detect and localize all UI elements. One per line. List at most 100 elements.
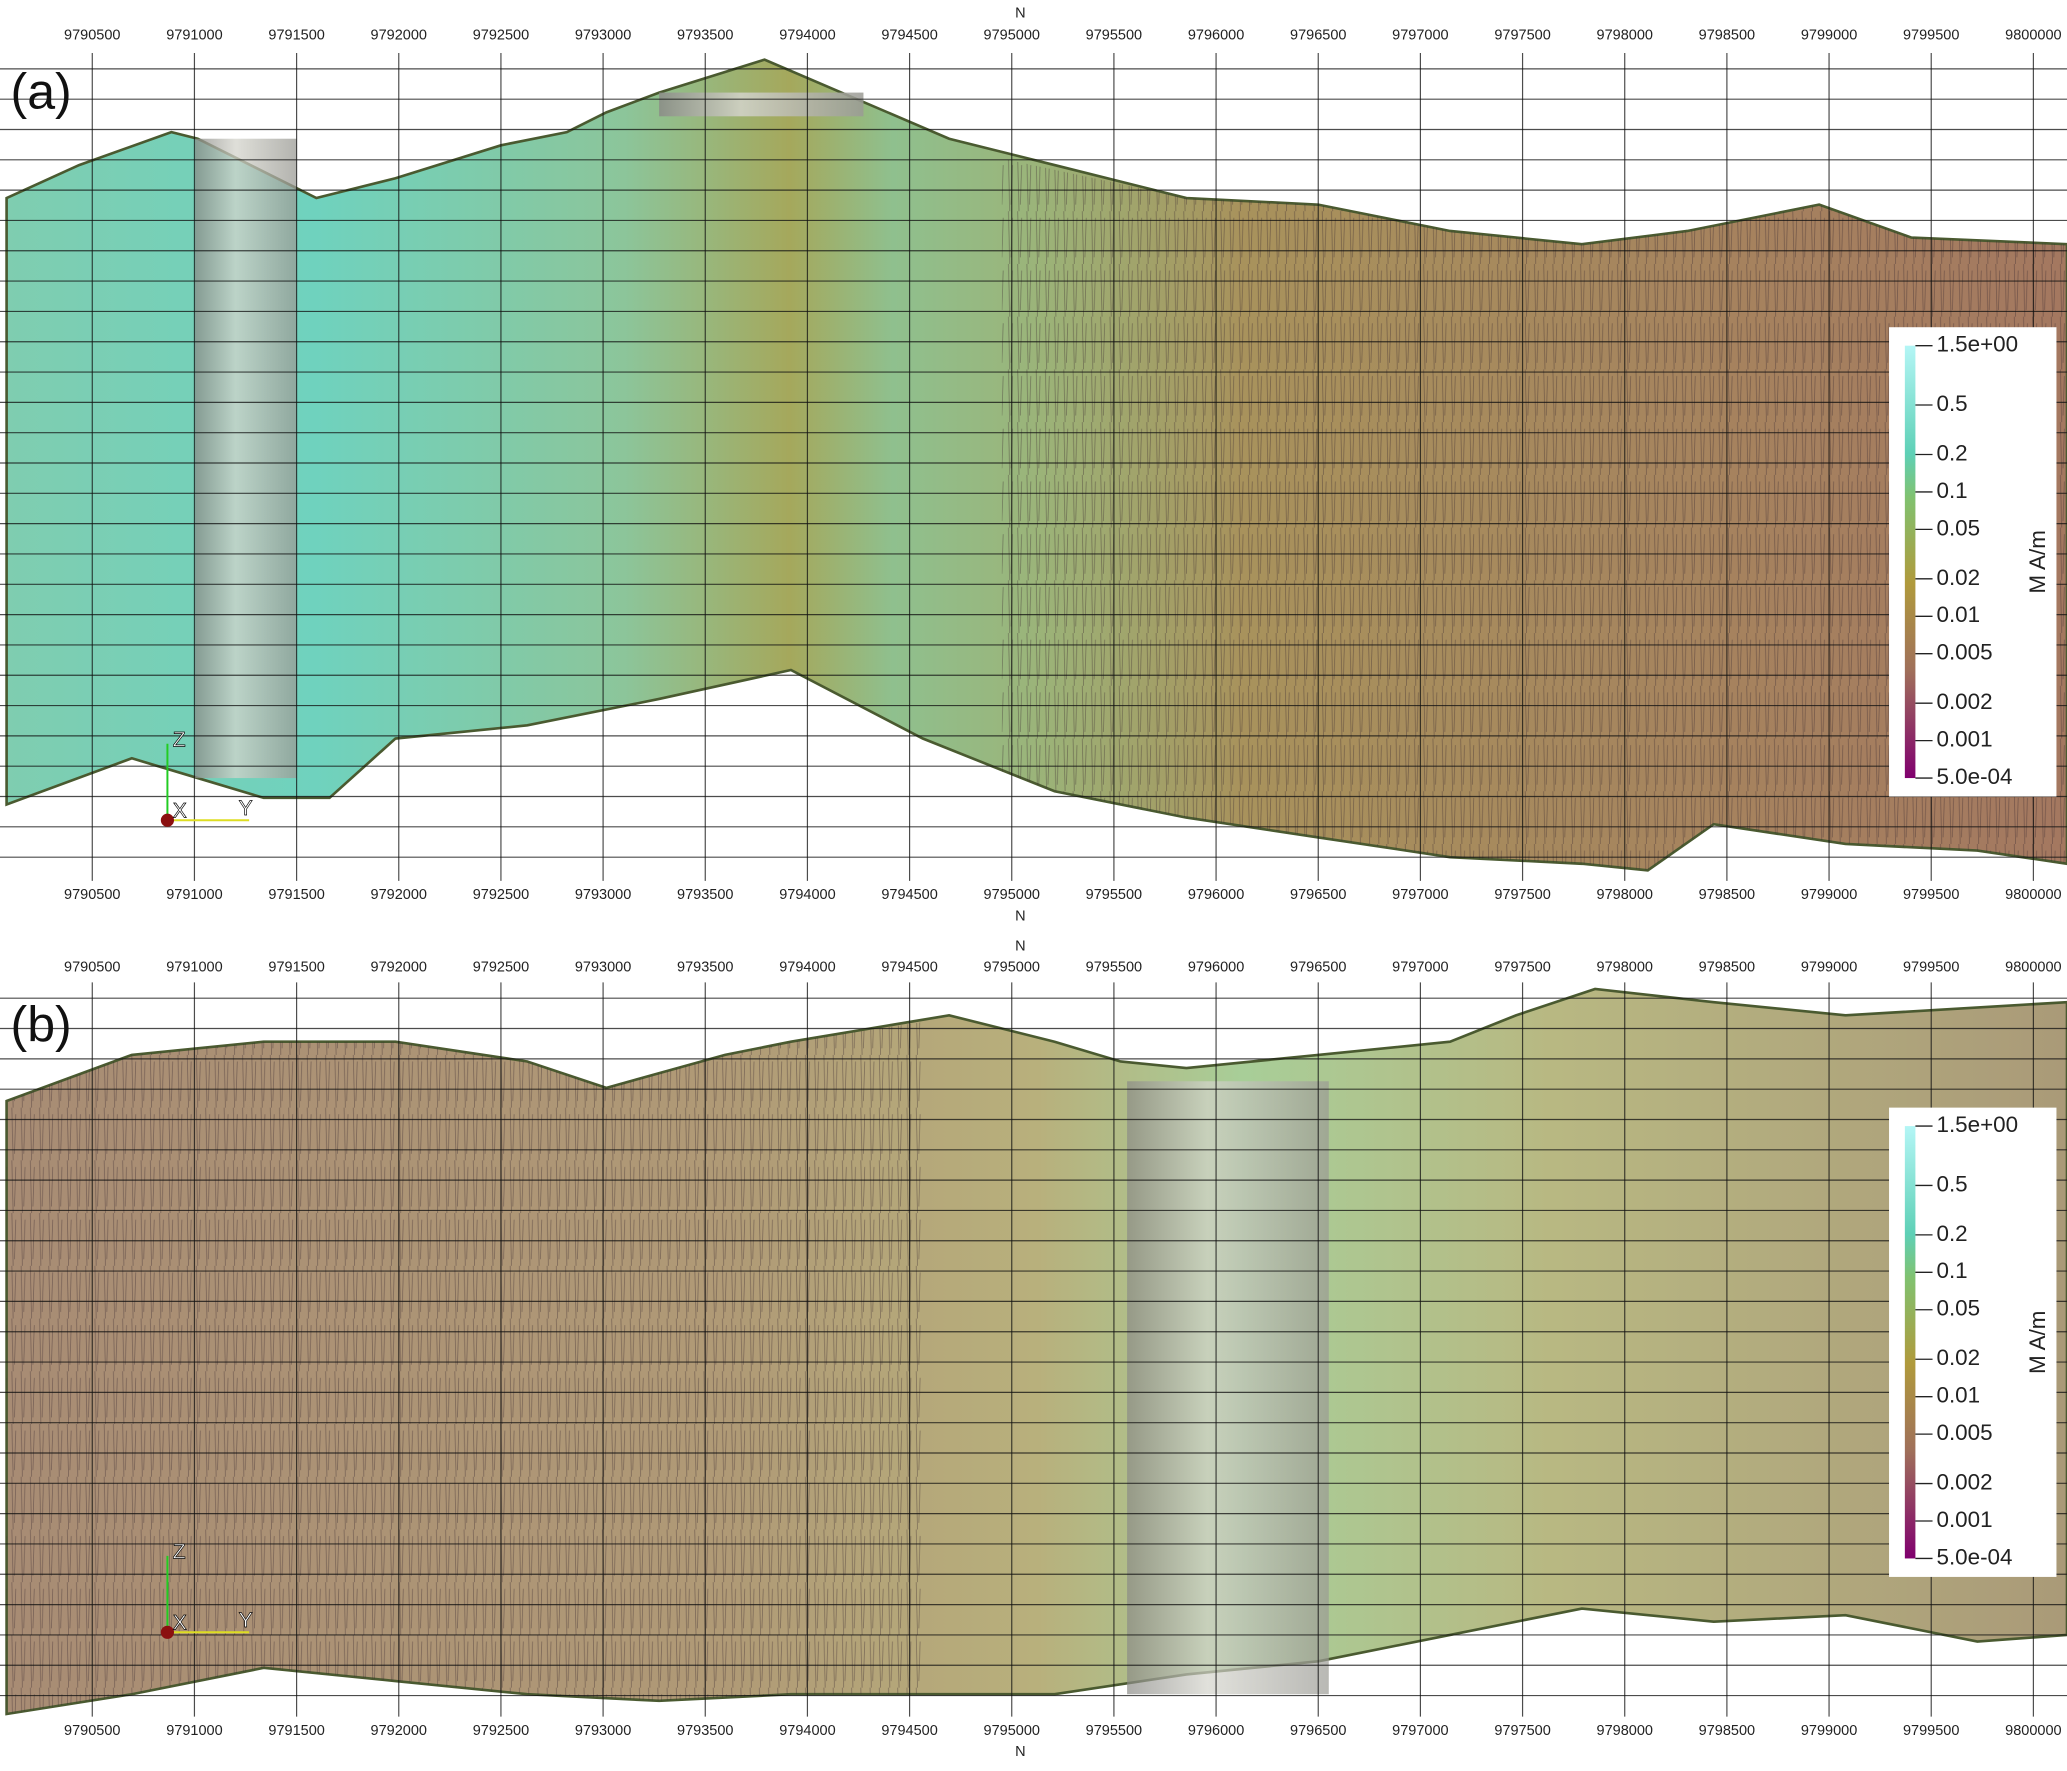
x-tick-label: 9793000 xyxy=(575,1723,631,1739)
colorbar-tick-label: 0.2 xyxy=(1936,1221,1967,1246)
x-tick-label: 9796000 xyxy=(1188,1723,1244,1739)
x-tick-label: 9792500 xyxy=(473,28,529,44)
x-tick-label: 9797000 xyxy=(1392,1723,1448,1739)
triad-label: Y xyxy=(239,1609,253,1632)
x-tick-label: 9796500 xyxy=(1290,1723,1346,1739)
x-tick-label: 9797000 xyxy=(1392,887,1448,903)
x-tick-label: 9800000 xyxy=(2005,960,2061,976)
colorbar-tick-label: 0.05 xyxy=(1936,1296,1980,1321)
x-tick-label: 9795000 xyxy=(984,960,1040,976)
axis-title: N xyxy=(1015,1744,1025,1760)
triad-label: X xyxy=(173,1612,187,1635)
x-tick-label: 9792500 xyxy=(473,1723,529,1739)
colorbar-tick-label: 0.002 xyxy=(1936,1470,1992,1495)
colorbar-tick-label: 0.5 xyxy=(1936,1171,1967,1196)
x-tick-label: 9796500 xyxy=(1290,28,1346,44)
x-tick-label: 9795500 xyxy=(1086,887,1142,903)
x-tick-label: 9797000 xyxy=(1392,28,1448,44)
x-tick-label: 9791000 xyxy=(166,887,222,903)
x-tick-label: 9793000 xyxy=(575,960,631,976)
x-tick-label: 9799500 xyxy=(1903,960,1959,976)
x-tick-label: 9798000 xyxy=(1597,960,1653,976)
x-tick-label: 9791500 xyxy=(268,1723,324,1739)
colorbar-tick-label: 0.1 xyxy=(1936,1258,1967,1283)
x-tick-label: 9799500 xyxy=(1903,887,1959,903)
x-tick-label: 9799000 xyxy=(1801,1723,1857,1739)
x-tick-label: 9797500 xyxy=(1494,887,1550,903)
colorbar-tick-label: 0.02 xyxy=(1936,565,1980,590)
x-tick-label: 9797000 xyxy=(1392,960,1448,976)
x-tick-label: 9791000 xyxy=(166,28,222,44)
vertical-cylinder xyxy=(195,138,297,779)
x-tick-label: 9794000 xyxy=(779,28,835,44)
x-tick-label: 9800000 xyxy=(2005,28,2061,44)
x-tick-label: 9795500 xyxy=(1086,960,1142,976)
x-tick-label: 9799500 xyxy=(1903,28,1959,44)
colorbar-title: M A/m xyxy=(2025,530,2050,594)
x-tick-label: 9790500 xyxy=(64,1723,120,1739)
x-tick-label: 9790500 xyxy=(64,28,120,44)
x-tick-label: 9799500 xyxy=(1903,1723,1959,1739)
x-axis-dot xyxy=(160,1625,175,1639)
x-tick-label: 9793000 xyxy=(575,28,631,44)
x-tick-label: 9794500 xyxy=(881,1723,937,1739)
x-tick-label: 9798000 xyxy=(1597,1723,1653,1739)
x-tick-label: 9792000 xyxy=(371,887,427,903)
triad-label: Z xyxy=(173,728,186,751)
colorbar-tick-label: 0.2 xyxy=(1936,440,1967,465)
colorbar-tick-label: 0.02 xyxy=(1936,1345,1980,1370)
x-tick-label: 9798500 xyxy=(1699,887,1755,903)
colorbar-tick-label: 5.0e-04 xyxy=(1936,1544,2012,1569)
x-axis-dot xyxy=(160,813,175,827)
colorbar-tick-label: 0.002 xyxy=(1936,689,1992,714)
colorbar xyxy=(1904,1126,1916,1559)
x-tick-label: 9800000 xyxy=(2005,1723,2061,1739)
triad-label: Y xyxy=(239,797,253,820)
colorbar-tick-label: 0.005 xyxy=(1936,1420,1992,1445)
x-tick-label: 9795500 xyxy=(1086,1723,1142,1739)
x-tick-label: 9791000 xyxy=(166,1723,222,1739)
noise-texture xyxy=(6,1021,923,1715)
colorbar-tick-label: 0.001 xyxy=(1936,1507,1992,1532)
panel-a-section xyxy=(5,58,2067,872)
x-tick-label: 9791500 xyxy=(268,28,324,44)
colorbar-tick-label: 0.01 xyxy=(1936,1383,1980,1408)
x-tick-label: 9798500 xyxy=(1699,28,1755,44)
noise-texture xyxy=(1001,158,2067,871)
x-tick-label: 9800000 xyxy=(2005,887,2061,903)
x-tick-label: 9791000 xyxy=(166,960,222,976)
colorbar-tick-label: 0.01 xyxy=(1936,602,1980,627)
x-tick-label: 9794000 xyxy=(779,960,835,976)
x-tick-label: 9793500 xyxy=(677,960,733,976)
colorbar-tick-label: 0.001 xyxy=(1936,727,1992,752)
colorbar-tick-label: 1.5e+00 xyxy=(1936,332,2018,357)
x-tick-label: 9796000 xyxy=(1188,960,1244,976)
x-tick-label: 9791500 xyxy=(268,960,324,976)
x-tick-label: 9792000 xyxy=(371,960,427,976)
colorbar-tick-label: 0.005 xyxy=(1936,640,1992,665)
x-tick-label: 9790500 xyxy=(64,960,120,976)
x-tick-label: 9794500 xyxy=(881,28,937,44)
panel-b-section xyxy=(5,987,2067,1716)
x-tick-label: 9795000 xyxy=(984,1723,1040,1739)
colorbar xyxy=(1904,345,1916,779)
x-tick-label: 9797500 xyxy=(1494,1723,1550,1739)
x-tick-label: 9792500 xyxy=(473,887,529,903)
x-tick-label: 9795500 xyxy=(1086,28,1142,44)
x-tick-label: 9796000 xyxy=(1188,28,1244,44)
x-tick-label: 9798000 xyxy=(1597,28,1653,44)
x-tick-label: 9796500 xyxy=(1290,887,1346,903)
x-tick-label: 9794500 xyxy=(881,960,937,976)
x-tick-label: 9792000 xyxy=(371,1723,427,1739)
x-tick-label: 9796000 xyxy=(1188,887,1244,903)
x-tick-label: 9798000 xyxy=(1597,887,1653,903)
vertical-cylinder xyxy=(1127,1081,1329,1695)
axis-title: N xyxy=(1015,908,1025,924)
x-tick-label: 9799000 xyxy=(1801,28,1857,44)
x-tick-label: 9793500 xyxy=(677,1723,733,1739)
x-tick-label: 9792000 xyxy=(371,28,427,44)
x-tick-label: 9799000 xyxy=(1801,887,1857,903)
x-tick-label: 9794500 xyxy=(881,887,937,903)
